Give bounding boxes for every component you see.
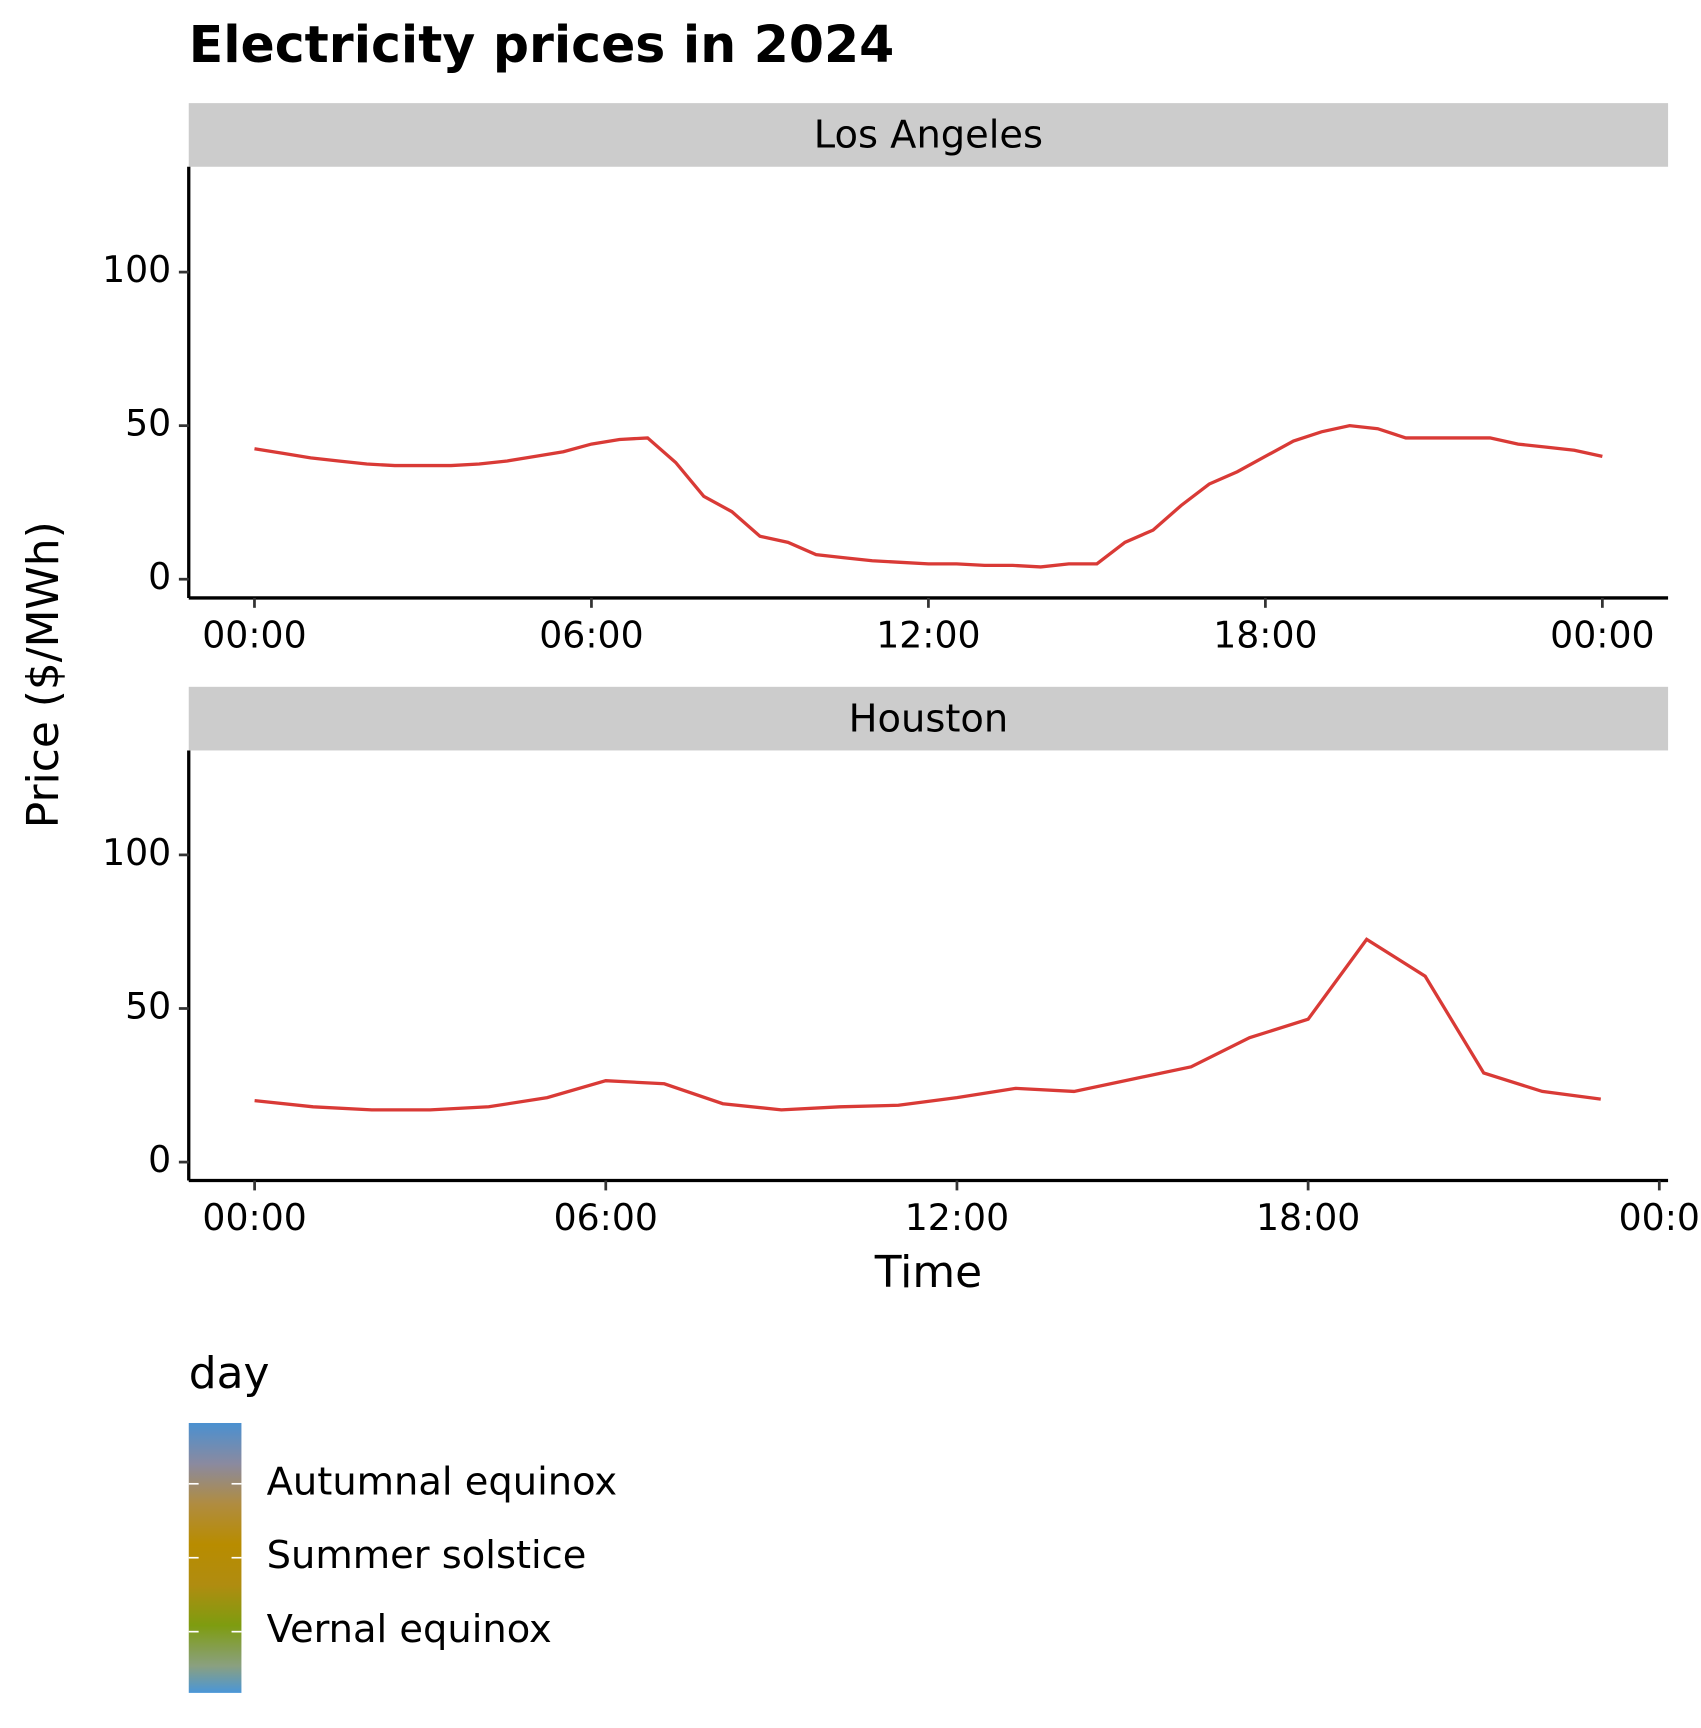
y-tick-label: 100 [102,831,171,874]
legend-label: Summer solstice [267,1533,587,1578]
y-tick-label: 50 [125,402,171,445]
chart-title: Electricity prices in 2024 [189,15,894,74]
legend-label: Autumnal equinox [267,1459,617,1504]
facet-strip [188,103,1669,167]
x-tick-label: 12:00 [905,1196,1009,1239]
x-tick-label: 18:00 [1256,1196,1360,1239]
legend-label: Vernal equinox [267,1607,552,1652]
facet-label: Houston [849,696,1009,741]
facet-strip [188,686,1669,751]
legend-title: day [189,1348,270,1399]
facet-label: Los Angeles [814,113,1043,158]
y-tick-label: 50 [125,984,171,1027]
x-tick-label: 12:00 [876,613,980,656]
x-tick-label: 00:00 [202,613,306,656]
mean-line [254,937,1601,1112]
y-tick-label: 0 [148,555,171,598]
x-axis-label: Time [874,1247,982,1298]
x-tick-label: 00:00 [202,1196,306,1239]
x-tick-label: 06:00 [539,613,643,656]
x-tick-label: 00:00 [1550,613,1654,656]
x-tick-label: 06:00 [554,1196,658,1239]
mean-line [254,423,1603,569]
y-axis-label: Price ($/MWh) [18,521,69,828]
y-tick-label: 100 [102,248,171,291]
y-tick-label: 0 [148,1138,171,1181]
x-tick-label: 00:0 [1619,1196,1700,1239]
x-tick-label: 18:00 [1213,613,1317,656]
